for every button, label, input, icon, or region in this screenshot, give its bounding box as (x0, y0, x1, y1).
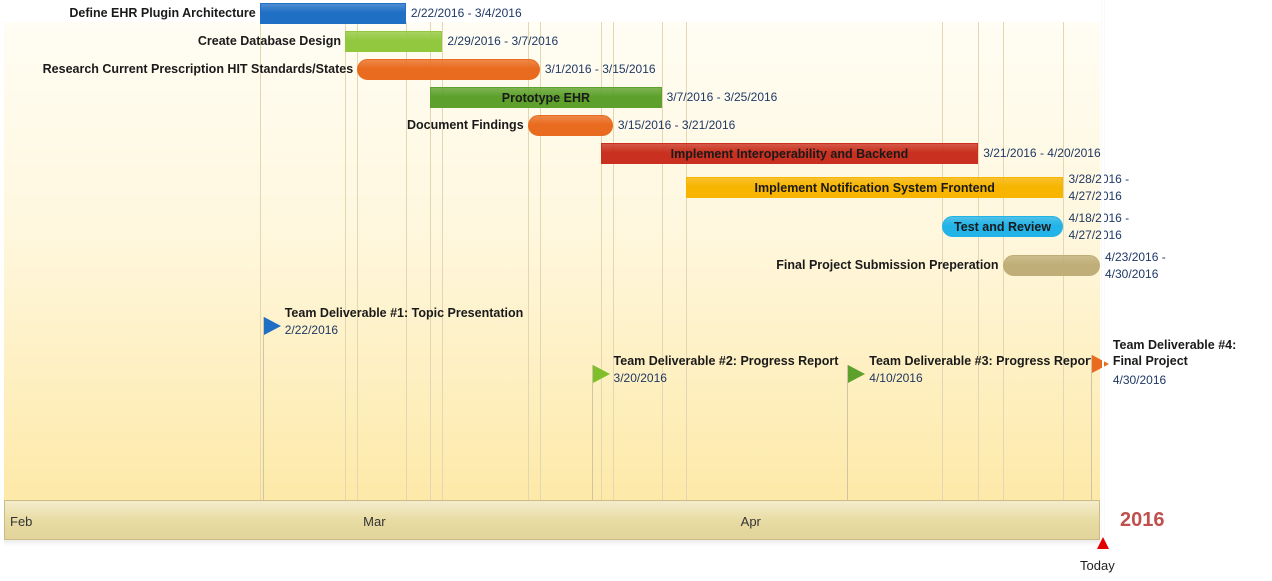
task-label: Create Database Design (197, 34, 341, 48)
milestone-stem (1090, 355, 1092, 500)
milestone-date: 3/20/2016 (613, 371, 667, 385)
milestone-date: 4/10/2016 (869, 371, 923, 385)
month-label: Feb (10, 514, 33, 529)
task-date-range: 2/22/2016 - 3/4/2016 (410, 6, 522, 20)
task-bar (259, 3, 406, 24)
year-label: 2016 (1120, 509, 1165, 531)
task-date-range: 4/18/2016 - 4/27/2016 (1068, 211, 1130, 242)
task-bar: Implement Interoperability and Backend (600, 143, 979, 164)
task-label: Research Current Prescription HIT Standa… (42, 62, 354, 76)
gridline (357, 22, 358, 500)
milestone-stem (262, 317, 264, 500)
milestone-date: 2/22/2016 (284, 323, 339, 337)
task-label: Test and Review (954, 219, 1052, 234)
task-date-range: 3/21/2016 - 4/20/2016 (983, 146, 1101, 160)
gridline (345, 22, 346, 500)
task-bar (344, 31, 443, 52)
task-bar (357, 59, 540, 80)
milestone-flag-icon (263, 317, 281, 335)
task-label: Implement Notification System Frontend (754, 180, 995, 195)
task-date-range: 3/28/2016 - 4/27/2016 (1068, 172, 1130, 203)
task-date-range: 3/15/2016 - 3/21/2016 (617, 118, 736, 132)
task-bar (527, 115, 613, 136)
task-bar (1002, 255, 1100, 276)
gridline (942, 22, 943, 500)
milestone-flag-icon (848, 365, 866, 383)
gridline (662, 22, 663, 500)
gridline (430, 22, 431, 500)
month-label: Apr (740, 514, 761, 529)
gridline (260, 22, 261, 500)
task-label: Document Findings (406, 118, 524, 132)
milestone-title: Team Deliverable #3: Progress Report (869, 354, 1095, 368)
task-label: Define EHR Plugin Architecture (69, 6, 256, 20)
timeline-axis (4, 500, 1100, 540)
milestone-title: Team Deliverable #1: Topic Presentation (284, 306, 524, 320)
gridline (613, 22, 614, 500)
task-bar: Implement Notification System Frontend (685, 177, 1064, 198)
gridline (442, 22, 443, 500)
month-label: Mar (363, 514, 386, 529)
milestone-stem (591, 365, 593, 500)
task-label: Implement Interoperability and Backend (670, 146, 909, 161)
milestone-title: Team Deliverable #2: Progress Report (613, 354, 839, 368)
gridline (528, 22, 529, 500)
today-line (1102, 0, 1104, 540)
gridline (601, 22, 602, 500)
task-bar: Test and Review (941, 216, 1064, 237)
today-marker-icon (1097, 537, 1109, 549)
axis-shadow (4, 540, 1100, 546)
milestone-title: Team Deliverable #4: Final Project (1112, 338, 1237, 368)
gridline (540, 22, 541, 500)
milestone-flag-icon (1091, 355, 1109, 373)
gridline (686, 22, 687, 500)
task-date-range: 3/1/2016 - 3/15/2016 (544, 62, 656, 76)
task-bar: Prototype EHR (430, 87, 662, 108)
gridline (406, 22, 407, 500)
milestone-flag-icon (592, 365, 610, 383)
task-date-range: 3/7/2016 - 3/25/2016 (666, 90, 778, 104)
gridline (978, 22, 979, 500)
milestone-stem (847, 365, 849, 500)
today-label: Today (1080, 558, 1115, 573)
task-label: Prototype EHR (501, 90, 590, 105)
task-date-range: 2/29/2016 - 3/7/2016 (447, 34, 559, 48)
task-date-range: 4/23/2016 - 4/30/2016 (1105, 250, 1166, 281)
milestone-date: 4/30/2016 (1112, 373, 1167, 387)
task-label: Final Project Submission Preperation (776, 258, 999, 272)
